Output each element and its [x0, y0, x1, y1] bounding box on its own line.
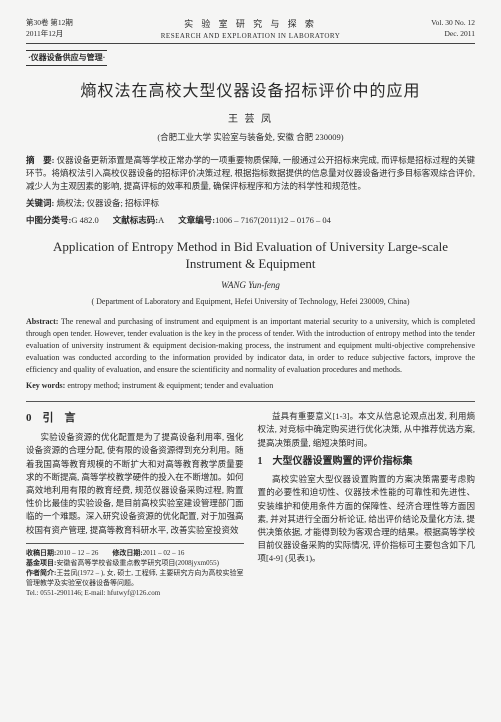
doc-code: A — [158, 215, 164, 225]
intro-p1: 实验设备资源的优化配置是为了提高设备利用率, 强化设备资源的合理分配, 使有限的… — [26, 431, 244, 536]
vol-en: Vol. 30 No. 12 — [385, 18, 475, 29]
kw-en-text: entropy method; instrument & equipment; … — [67, 381, 273, 390]
section-tag: ·仪器设备供应与管理· — [26, 50, 107, 66]
rev-label: 修改日期: — [112, 549, 142, 557]
intro-heading: 0 引 言 — [26, 410, 244, 427]
abstract-cn: 摘 要: 仪器设备更新添置是高等学校正常办学的一项重要物质保障, 一般通过公开招… — [26, 154, 475, 194]
recv-date: 2010 – 12 – 26 — [56, 549, 98, 557]
running-head: 第30卷 第12期 2011年12月 实 验 室 研 究 与 探 索 RESEA… — [26, 18, 475, 41]
column-right: 益具有重要意义[1-3]。本文从信息论观点出发, 利用熵权法, 对竞标中确定购买… — [258, 410, 476, 598]
vol-cn: 第30卷 第12期 — [26, 18, 116, 29]
kw-en-label: Key words: — [26, 381, 65, 390]
rev-date: 2011 – 02 – 16 — [143, 549, 185, 557]
cls-label: 中图分类号: — [26, 215, 71, 225]
kw-cn-label: 关键词: — [26, 198, 54, 208]
authorbio-text: 王芸凤(1972 – ), 女, 硕士, 工程师, 主要研究方向为高校实验室管理… — [26, 569, 244, 587]
artno-label: 文章编号: — [178, 215, 215, 225]
recv-label: 收稿日期: — [26, 549, 56, 557]
affil-cn: (合肥工业大学 实验室与装备处, 安徽 合肥 230009) — [26, 131, 475, 143]
date-cn: 2011年12月 — [26, 29, 116, 40]
title-cn: 熵权法在高校大型仪器设备招标评价中的应用 — [26, 80, 475, 103]
col2-p1: 益具有重要意义[1-3]。本文从信息论观点出发, 利用熵权法, 对竞标中确定购买… — [258, 410, 476, 450]
artno: 1006 – 7167(2011)12 – 0176 – 04 — [215, 215, 331, 225]
keywords-cn: 关键词: 熵权法; 仪器设备; 招标评标 — [26, 197, 475, 209]
affil-en: ( Department of Laboratory and Equipment… — [26, 296, 475, 308]
title-en: Application of Entropy Method in Bid Eva… — [26, 238, 475, 273]
journal-en: RESEARCH AND EXPLORATION IN LABORATORY — [161, 31, 341, 41]
abstract-en: Abstract: The renewal and purchasing of … — [26, 316, 475, 376]
abstract-en-label: Abstract: — [26, 317, 58, 326]
keywords-en: Key words: entropy method; instrument & … — [26, 380, 475, 392]
date-en: Dec. 2011 — [385, 29, 475, 40]
header-rule — [26, 43, 475, 44]
cls-code: G 482.0 — [71, 215, 98, 225]
contact-text: Tel.: 0551-2901146; E-mail: hfutwyf@126.… — [26, 588, 244, 598]
doc-label: 文献标志码: — [113, 215, 158, 225]
classification-row: 中图分类号:G 482.0 文献标志码:A 文章编号:1006 – 7167(2… — [26, 214, 475, 226]
body-columns: 0 引 言 实验设备资源的优化配置是为了提高设备利用率, 强化设备资源的合理分配… — [26, 410, 475, 598]
sec1-heading: 1 大型仪器设置购置的评价指标集 — [258, 454, 476, 470]
abstract-en-text: The renewal and purchasing of instrument… — [26, 317, 475, 374]
kw-cn-text: 熵权法; 仪器设备; 招标评标 — [56, 198, 158, 208]
abstract-cn-label: 摘 要: — [26, 155, 54, 165]
author-cn: 王 芸 凤 — [26, 113, 475, 128]
journal-cn: 实 验 室 研 究 与 探 索 — [161, 18, 341, 31]
fund-text: 安徽省高等学校省级重点教学研究项目(2008jyxm055) — [56, 559, 219, 567]
sec1-p1: 高校实验室大型仪器设置购置的方案决策需要考虑购置的必要性和迫切性、仪器技术性能的… — [258, 473, 476, 565]
body-rule — [26, 401, 475, 402]
authorbio-label: 作者简介: — [26, 569, 56, 577]
abstract-cn-text: 仪器设备更新添置是高等学校正常办学的一项重要物质保障, 一般通过公开招标来完成,… — [26, 155, 475, 191]
column-left: 0 引 言 实验设备资源的优化配置是为了提高设备利用率, 强化设备资源的合理分配… — [26, 410, 244, 598]
fund-label: 基金项目: — [26, 559, 56, 567]
author-en: WANG Yun-feng — [26, 279, 475, 292]
footnote-block: 收稿日期:2010 – 12 – 26 修改日期:2011 – 02 – 16 … — [26, 543, 244, 599]
